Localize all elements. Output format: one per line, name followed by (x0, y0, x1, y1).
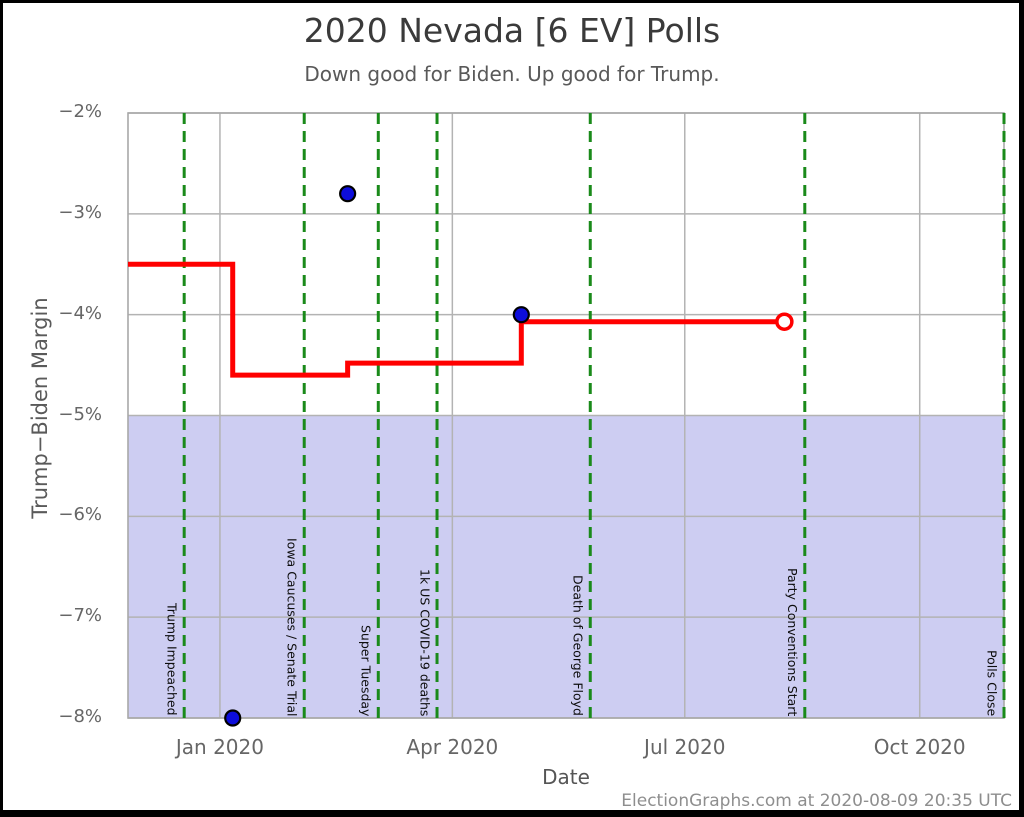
y-tick-label: −8% (58, 706, 102, 727)
credit-footer: ElectionGraphs.com at 2020-08-09 20:35 U… (621, 791, 1012, 811)
x-tick-label: Jan 2020 (175, 735, 264, 759)
x-tick-label: Apr 2020 (406, 735, 499, 759)
poll-point (224, 709, 242, 727)
poll-point (339, 185, 357, 203)
event-label: Party Conventions Start (785, 567, 801, 716)
poll-point (512, 306, 530, 324)
poll-average-line (128, 261, 785, 378)
event-label: Death of George Floyd (570, 575, 586, 716)
event-label: Trump Impeached (164, 603, 180, 716)
average-end-marker (775, 312, 794, 331)
x-axis-label: Date (542, 765, 590, 789)
y-tick-label: −3% (58, 201, 102, 223)
event-label: Super Tuesday (358, 624, 374, 716)
y-tick-label: −7% (58, 605, 102, 627)
event-label: Iowa Caucuses / Senate Trial (284, 537, 300, 717)
y-tick-label: −4% (58, 302, 102, 324)
event-label: Polls Close (984, 649, 1000, 716)
y-tick-label: −2% (58, 101, 102, 122)
x-tick-label: Oct 2020 (873, 735, 966, 759)
chart-title: 2020 Nevada [6 EV] Polls (303, 11, 721, 50)
plot-border (127, 112, 1005, 719)
shaded-region (128, 415, 1004, 718)
chart-subtitle: Down good for Biden. Up good for Trump. (304, 62, 720, 86)
y-tick-label: −6% (58, 504, 102, 526)
x-tick-label: Jul 2020 (644, 735, 726, 759)
event-label: 1k US COVID-19 deaths (417, 568, 433, 716)
y-tick-label: −5% (58, 403, 102, 425)
